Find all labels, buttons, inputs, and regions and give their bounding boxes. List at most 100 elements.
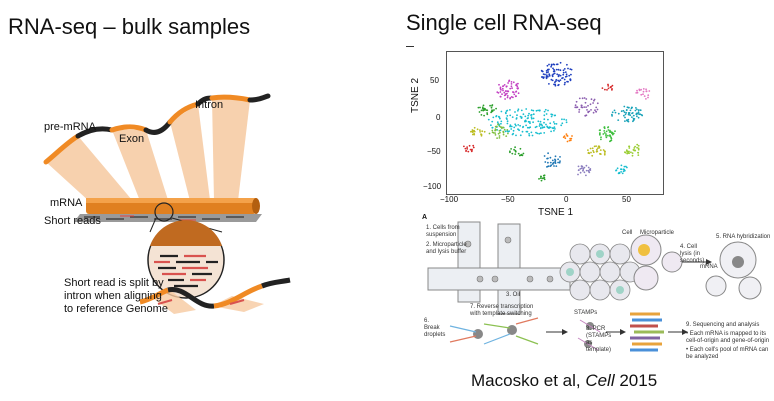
tsne-point: [603, 132, 606, 134]
tsne-point: [499, 131, 501, 134]
tsne-point: [582, 169, 584, 172]
tsne-point: [512, 91, 514, 93]
tsne-point: [473, 133, 476, 136]
tsne-point: [506, 96, 509, 99]
tsne-point: [496, 137, 498, 139]
tsne-point: [554, 158, 556, 161]
tsne-point: [566, 63, 568, 66]
tsne-point: [553, 129, 555, 132]
magnified-reads: [147, 220, 225, 299]
tsne-ytick: −100: [423, 182, 442, 191]
tsne-point: [640, 114, 643, 116]
tsne-point: [510, 128, 513, 130]
tsne-point: [545, 113, 548, 115]
tsne-point: [509, 87, 512, 90]
tsne-point: [528, 112, 530, 115]
tsne-point: [548, 63, 550, 66]
tsne-point: [554, 114, 557, 117]
tsne-point: [640, 88, 642, 91]
tsne-point: [554, 84, 557, 87]
tsne-point: [464, 147, 467, 150]
short-reads-strip: [74, 214, 262, 222]
tsne-point: [636, 143, 639, 146]
tsne-point: [545, 123, 547, 126]
tsne-point: [603, 153, 606, 156]
tsne-point: [609, 129, 611, 132]
tsne-point: [512, 81, 515, 84]
tsne-point: [626, 120, 629, 122]
tsne-point: [587, 104, 589, 107]
tsne-point: [626, 106, 629, 109]
tsne-point: [558, 74, 560, 76]
tsne-point: [569, 68, 572, 70]
tsne-point: [565, 119, 568, 121]
tsne-point: [499, 95, 502, 98]
tsne-point: [509, 97, 512, 99]
tsne-point: [589, 103, 592, 106]
tsne-point: [626, 166, 628, 169]
tsne-point: [517, 128, 519, 131]
pre-mrna-label: pre-mRNA: [44, 121, 96, 133]
tsne-point: [504, 94, 507, 96]
tsne-point: [627, 113, 630, 116]
tsne-point: [495, 107, 497, 110]
tsne-point: [554, 155, 557, 158]
tsne-point: [569, 78, 572, 81]
tsne-point: [498, 125, 501, 128]
tsne-point: [586, 109, 588, 111]
tsne-point: [551, 75, 554, 78]
tsne-point: [530, 109, 533, 111]
tsne-point: [554, 128, 556, 130]
tsne-point: [581, 97, 584, 100]
tsne-point: [648, 90, 651, 92]
right-panel-title: Single cell RNA-seq: [406, 10, 602, 35]
tsne-point: [589, 147, 592, 150]
tsne-point: [600, 136, 602, 139]
tsne-point: [466, 146, 468, 148]
tsne-point: [601, 87, 604, 89]
tsne-point: [536, 132, 539, 135]
tsne-point: [585, 114, 588, 117]
tsne-point: [555, 63, 558, 66]
tsne-point: [628, 152, 630, 155]
tsne-point: [603, 126, 606, 129]
tsne-point: [625, 112, 628, 114]
tsne-point: [562, 71, 565, 74]
tsne-point: [506, 120, 509, 123]
tsne-point: [542, 126, 545, 129]
tsne-point: [634, 109, 637, 112]
tsne-point: [517, 92, 520, 95]
tsne-point: [600, 138, 602, 141]
tsne-point: [620, 168, 622, 171]
tsne-point: [577, 165, 580, 168]
splicing-diagram: [43, 93, 291, 314]
tsne-point: [514, 149, 517, 152]
tsne-point: [570, 137, 573, 140]
tsne-point: [509, 125, 512, 128]
tsne-point: [563, 78, 566, 81]
tsne-point: [503, 128, 506, 131]
tsne-point: [599, 149, 602, 151]
tsne-point: [491, 126, 494, 129]
tsne-point: [628, 147, 631, 149]
tsne-point: [517, 82, 519, 85]
tsne-point: [494, 132, 496, 134]
tsne-point: [557, 68, 560, 71]
tsne-point: [513, 93, 516, 96]
tsne-point: [559, 79, 562, 81]
tsne-point: [631, 152, 634, 154]
tsne-point: [620, 110, 623, 113]
tsne-point: [607, 85, 610, 87]
tsne-point: [596, 102, 599, 105]
tsne-point: [614, 111, 617, 114]
tsne-point: [607, 129, 610, 131]
tsne-point: [501, 87, 504, 90]
tsne-point: [553, 165, 555, 167]
tsne-point: [495, 115, 497, 118]
tsne-point: [547, 152, 549, 155]
tsne-point: [522, 152, 525, 155]
tsne-point: [636, 112, 639, 115]
tsne-point: [616, 167, 619, 170]
tsne-point: [629, 109, 632, 112]
tsne-point: [506, 92, 508, 95]
